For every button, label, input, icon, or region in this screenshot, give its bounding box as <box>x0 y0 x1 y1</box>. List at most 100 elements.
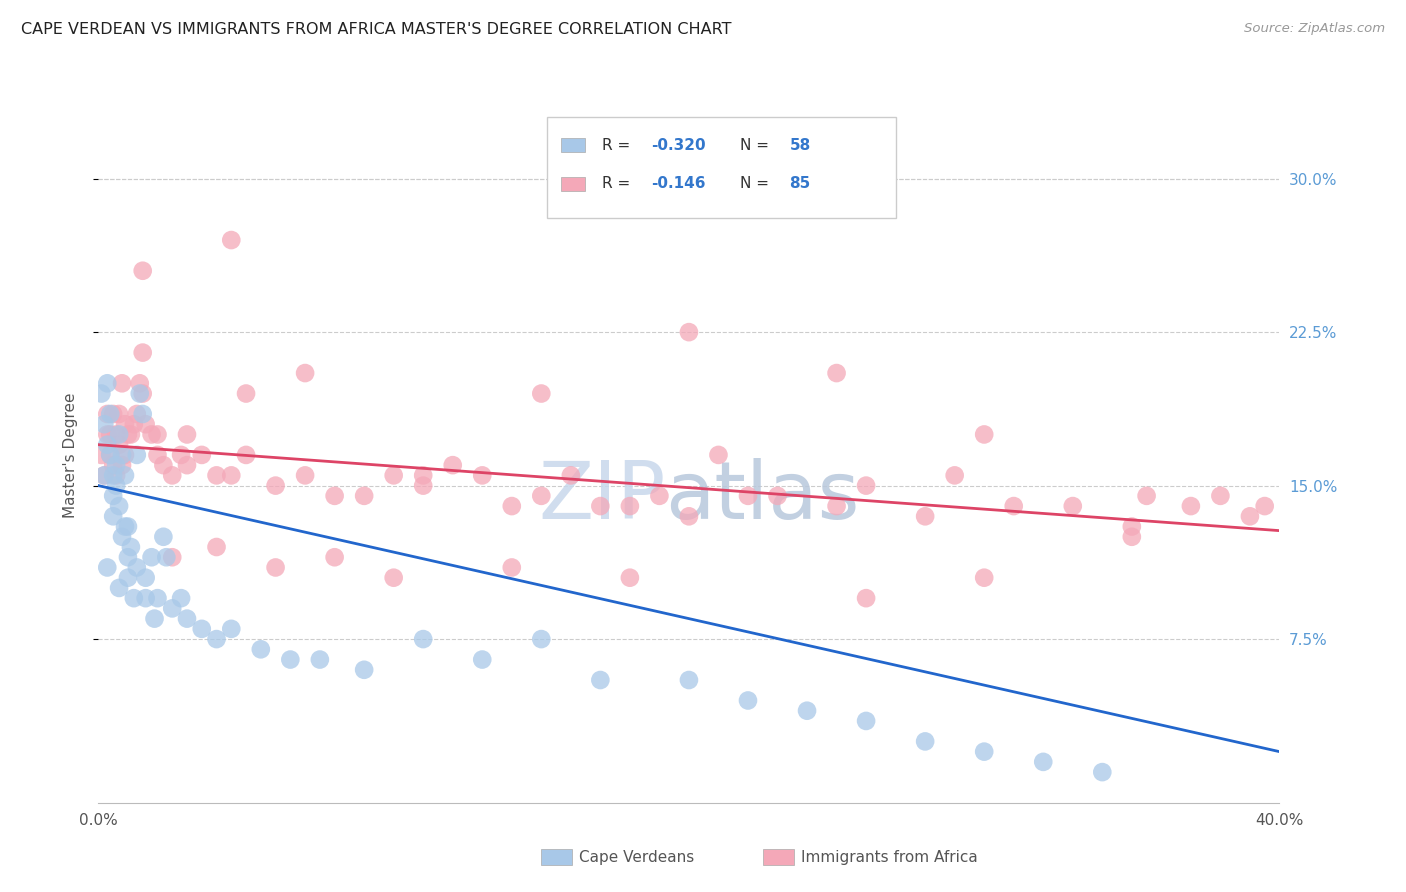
Point <box>219 622 242 636</box>
Point <box>412 478 434 492</box>
Point <box>176 458 198 472</box>
Point <box>825 499 848 513</box>
Point <box>737 693 759 707</box>
Point <box>589 673 612 687</box>
Point <box>796 704 818 718</box>
Point <box>117 571 139 585</box>
Point <box>914 734 936 748</box>
Point <box>90 448 112 462</box>
Point <box>103 458 125 472</box>
Text: -0.320: -0.320 <box>651 137 706 153</box>
Point <box>501 499 523 513</box>
Point <box>125 560 148 574</box>
Point <box>108 499 131 513</box>
Point <box>96 427 118 442</box>
Point <box>855 591 877 606</box>
Point <box>152 458 174 472</box>
Point <box>191 622 214 636</box>
Point <box>108 438 131 452</box>
Point <box>111 448 134 462</box>
Point <box>146 591 169 606</box>
Point <box>855 478 877 492</box>
Point <box>309 652 332 666</box>
Point <box>943 468 966 483</box>
Point <box>111 376 134 391</box>
Point <box>114 519 136 533</box>
Point <box>103 407 125 421</box>
Point <box>205 540 228 554</box>
Text: R =: R = <box>602 176 634 191</box>
Text: -0.146: -0.146 <box>651 176 706 191</box>
Point <box>132 264 155 278</box>
Point <box>132 407 155 421</box>
Point <box>1032 755 1054 769</box>
Point <box>96 407 118 421</box>
Point <box>294 366 316 380</box>
Point <box>250 642 273 657</box>
Point <box>530 632 553 646</box>
Point <box>560 468 582 483</box>
Point <box>501 560 523 574</box>
Point <box>323 550 346 565</box>
Point <box>128 386 150 401</box>
Point <box>412 468 434 483</box>
Point <box>105 478 128 492</box>
Text: Immigrants from Africa: Immigrants from Africa <box>801 850 979 864</box>
Point <box>471 468 494 483</box>
Point <box>96 438 118 452</box>
Point <box>678 509 700 524</box>
Point <box>205 468 228 483</box>
Point <box>128 376 150 391</box>
Text: Source: ZipAtlas.com: Source: ZipAtlas.com <box>1244 22 1385 36</box>
Point <box>135 417 157 432</box>
Point <box>353 489 375 503</box>
Point <box>235 386 257 401</box>
Point <box>141 427 163 442</box>
Point <box>152 530 174 544</box>
Point <box>294 468 316 483</box>
Point <box>219 233 242 247</box>
Text: N =: N = <box>740 137 773 153</box>
Point <box>737 489 759 503</box>
Point <box>678 325 700 339</box>
Point <box>132 386 155 401</box>
Point <box>1121 519 1143 533</box>
Point <box>111 458 134 472</box>
Point <box>108 407 131 421</box>
Point <box>135 571 157 585</box>
Point <box>155 550 177 565</box>
Point <box>1121 530 1143 544</box>
Point <box>176 612 198 626</box>
Point <box>105 458 128 472</box>
Point <box>122 591 145 606</box>
Point <box>105 468 128 483</box>
Point <box>235 448 257 462</box>
Point <box>122 417 145 432</box>
Text: Cape Verdeans: Cape Verdeans <box>579 850 695 864</box>
Point <box>353 663 375 677</box>
Point <box>143 612 166 626</box>
Point <box>146 427 169 442</box>
Point <box>619 571 641 585</box>
Point <box>619 499 641 513</box>
Point <box>973 571 995 585</box>
Point <box>132 345 155 359</box>
FancyBboxPatch shape <box>547 118 896 219</box>
Point <box>825 366 848 380</box>
Point <box>111 530 134 544</box>
Point <box>1062 499 1084 513</box>
Point <box>93 417 115 432</box>
Point <box>170 591 193 606</box>
Point <box>914 509 936 524</box>
Point <box>141 550 163 565</box>
Point <box>117 427 139 442</box>
Point <box>176 427 198 442</box>
Point <box>1254 499 1277 513</box>
Point <box>105 427 128 442</box>
Point <box>648 489 671 503</box>
Point <box>162 550 183 565</box>
Point <box>1135 489 1157 503</box>
Point <box>103 468 125 483</box>
Text: CAPE VERDEAN VS IMMIGRANTS FROM AFRICA MASTER'S DEGREE CORRELATION CHART: CAPE VERDEAN VS IMMIGRANTS FROM AFRICA M… <box>21 22 731 37</box>
Point <box>191 448 214 462</box>
